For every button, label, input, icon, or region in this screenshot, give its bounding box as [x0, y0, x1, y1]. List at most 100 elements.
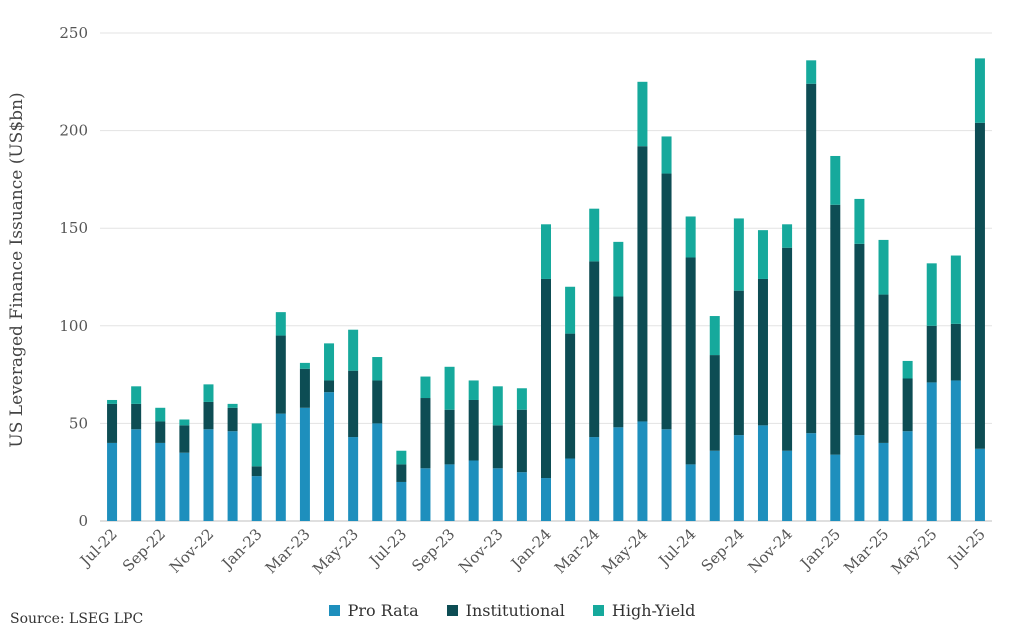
bar-pro-rata	[420, 468, 431, 521]
bar-pro-rata	[275, 413, 286, 521]
bar-high-yield	[492, 386, 503, 426]
bar-pro-rata	[516, 472, 527, 521]
bar-institutional	[902, 378, 913, 432]
bar-pro-rata	[733, 435, 744, 521]
bar-pro-rata	[854, 435, 865, 521]
bar-institutional	[299, 368, 310, 408]
x-tick-label: Nov-24	[744, 525, 795, 576]
x-tick-label: Jan-23	[217, 525, 266, 574]
bar-high-yield	[155, 407, 166, 422]
bar-pro-rata	[299, 407, 310, 521]
bar-high-yield	[902, 360, 913, 379]
bar-pro-rata	[131, 429, 142, 521]
bar-institutional	[107, 403, 118, 443]
bar-high-yield	[468, 380, 479, 400]
bar-high-yield	[275, 312, 286, 336]
legend: Pro Rata Institutional High-Yield	[0, 601, 1024, 620]
bar-pro-rata	[757, 425, 768, 521]
bar-pro-rata	[444, 464, 455, 521]
bar-pro-rata	[709, 450, 720, 521]
x-tick-label: Mar-25	[840, 525, 892, 577]
bar-pro-rata	[179, 452, 190, 521]
legend-item-pro-rata: Pro Rata	[328, 601, 419, 620]
x-tick-label: May-23	[309, 525, 362, 578]
bar-pro-rata	[203, 429, 214, 521]
bar-high-yield	[348, 329, 359, 371]
bar-high-yield	[757, 230, 768, 279]
source-note: Source: LSEG LPC	[10, 611, 144, 627]
x-tick-label: Nov-22	[166, 525, 217, 576]
x-tick-label: Mar-23	[262, 525, 314, 577]
bar-high-yield	[613, 241, 624, 297]
bar-institutional	[324, 380, 335, 393]
bar-institutional	[275, 335, 286, 414]
bar-institutional	[565, 333, 576, 459]
bar-pro-rata	[974, 448, 985, 521]
y-tick-label: 50	[69, 414, 88, 432]
legend-swatch-institutional	[446, 605, 458, 616]
bar-high-yield	[565, 286, 576, 334]
bar-institutional	[251, 466, 262, 477]
bar-pro-rata	[541, 478, 551, 521]
bar-pro-rata	[396, 481, 407, 521]
bar-pro-rata	[589, 437, 600, 521]
bar-institutional	[589, 261, 600, 438]
bar-high-yield	[830, 155, 841, 205]
legend-label-pro-rata: Pro Rata	[347, 601, 419, 620]
y-axis-title: US Leveraged Finance Issuance (US$bn)	[7, 92, 27, 447]
bar-pro-rata	[492, 468, 503, 521]
bar-institutional	[541, 278, 551, 479]
bar-pro-rata	[107, 442, 118, 521]
legend-item-high-yield: High-Yield	[592, 601, 696, 620]
bar-pro-rata	[926, 382, 937, 521]
x-tick-label: Mar-24	[551, 525, 603, 577]
bar-pro-rata	[565, 458, 576, 521]
bar-institutional	[516, 409, 527, 473]
bar-institutional	[227, 407, 238, 432]
bar-institutional	[854, 243, 865, 436]
bar-pro-rata	[348, 437, 359, 521]
bar-pro-rata	[902, 431, 913, 521]
bar-institutional	[372, 380, 383, 424]
bar-high-yield	[878, 239, 889, 295]
x-tick-label: May-24	[598, 525, 651, 578]
bar-high-yield	[444, 366, 455, 410]
x-tick-label: Jul-23	[364, 525, 410, 571]
bar-institutional	[661, 173, 672, 430]
bar-high-yield	[950, 255, 961, 324]
bar-high-yield	[107, 399, 118, 404]
bar-high-yield	[709, 316, 720, 356]
bar-pro-rata	[950, 380, 961, 521]
bar-pro-rata	[782, 450, 793, 521]
bar-high-yield	[203, 384, 214, 402]
bar-institutional	[830, 204, 841, 455]
bar-pro-rata	[878, 442, 889, 521]
x-tick-label: Sep-22	[119, 525, 169, 575]
bar-high-yield	[733, 218, 744, 291]
bar-institutional	[155, 421, 166, 443]
bar-pro-rata	[613, 427, 624, 521]
x-tick-label: Sep-24	[698, 525, 748, 575]
bar-pro-rata	[372, 423, 383, 521]
bar-institutional	[950, 323, 961, 381]
bar-pro-rata	[227, 431, 238, 521]
bar-institutional	[806, 83, 817, 434]
legend-label-institutional: Institutional	[465, 601, 565, 620]
x-tick-label: Jan-24	[506, 525, 555, 574]
x-tick-label: Jul-24	[654, 525, 700, 571]
bar-institutional	[420, 398, 431, 469]
bar-institutional	[444, 409, 455, 465]
bar-high-yield	[251, 423, 262, 467]
y-tick-label: 200	[59, 122, 88, 140]
bar-pro-rata	[685, 464, 696, 521]
y-tick-label: 250	[59, 24, 88, 42]
y-tick-labels: 0 50 100 150 200 250	[59, 24, 88, 530]
bar-high-yield	[131, 386, 142, 404]
bar-high-yield	[372, 357, 383, 381]
bar-high-yield	[516, 388, 527, 410]
bar-institutional	[203, 401, 214, 430]
legend-label-high-yield: High-Yield	[611, 601, 696, 620]
bar-high-yield	[782, 224, 793, 248]
